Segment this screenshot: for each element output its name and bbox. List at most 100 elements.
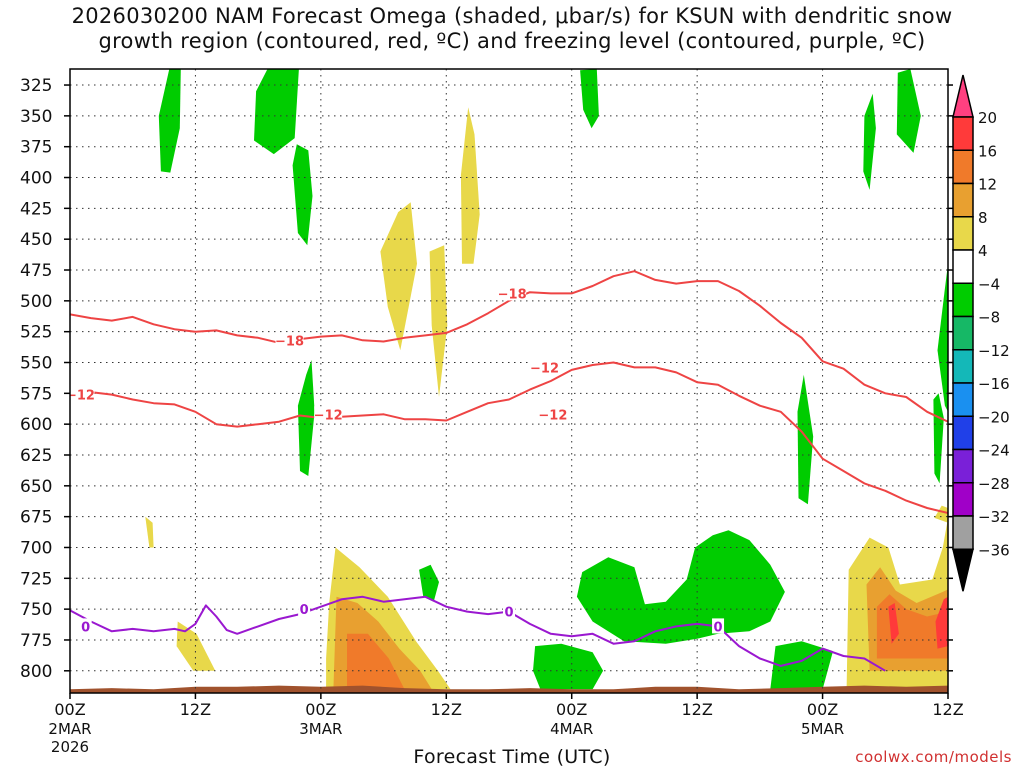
chart-title-line-1: 2026030200 NAM Forecast Omega (shaded, μ… <box>71 4 953 28</box>
contour-lines: −18 −18 −12 −12 −12 −12 0 0 0 0 <box>70 270 948 672</box>
colorbar-label-6: −8 <box>978 309 1000 327</box>
contour-1 <box>70 361 948 514</box>
contour-label-bg <box>275 332 304 348</box>
omega-region--4-3 <box>297 360 315 476</box>
contour-label-0-1: −18 <box>498 287 527 302</box>
y-tick-label-725: 725 <box>20 569 52 589</box>
credit-link[interactable]: coolwx.com/models <box>855 748 1012 766</box>
x-tick-label-36: 12Z <box>431 700 462 719</box>
omega-region--4-4 <box>580 69 599 129</box>
colorbar-swatch-cm20 <box>952 415 974 451</box>
contour-label-bg <box>530 359 559 375</box>
x-date-label-72: 5MAR <box>801 720 844 738</box>
x-date-label-0: 2MAR <box>48 720 91 738</box>
colorbar-label-1: 16 <box>978 142 997 160</box>
omega-region-4-14 <box>380 202 417 351</box>
colorbar-label-3: 8 <box>978 209 988 227</box>
contour-label-1-2: −12 <box>530 361 559 376</box>
colorbar-cap-top <box>952 74 974 118</box>
omega-region--4-9 <box>937 263 948 412</box>
chart-title: 2026030200 NAM Forecast Omega (shaded, μ… <box>0 4 1024 54</box>
x-tick-label-12: 12Z <box>180 700 211 719</box>
contour-2 <box>70 595 886 672</box>
omega-region--4-0 <box>158 69 181 173</box>
contour-label-1-3: −12 <box>538 408 567 423</box>
contour-0 <box>70 270 948 423</box>
colorbar-label-2: 12 <box>978 176 997 194</box>
y-tick-label-675: 675 <box>20 508 52 528</box>
colorbar-label-9: −20 <box>978 408 1010 426</box>
x-tick-label-60: 12Z <box>681 700 712 719</box>
x-year-label-0: 2026 <box>51 738 89 756</box>
colorbar-swatch-c0 <box>952 249 974 284</box>
omega-region-12-24 <box>347 633 405 690</box>
y-tick-label-800: 800 <box>20 662 52 682</box>
colorbar-swatch-cm16 <box>952 382 974 417</box>
contour-label-bg <box>314 406 343 422</box>
plot-frame <box>69 68 949 694</box>
colorbar-label-13: −36 <box>978 541 1010 559</box>
x-date-label-48: 4MAR <box>550 720 593 738</box>
omega-shading <box>145 69 948 690</box>
contour-label-bg <box>503 603 515 619</box>
x-tick-label-0: 00Z <box>54 700 85 719</box>
contour-label-bg <box>79 618 92 634</box>
omega-region--4-13 <box>770 641 833 690</box>
colorbar-swatch-cm4 <box>952 282 974 318</box>
omega-region-4-21 <box>934 505 948 523</box>
contour-label-bg <box>298 601 311 617</box>
contour-label-2-2: 0 <box>504 606 513 621</box>
x-tick-label-24: 00Z <box>305 700 336 719</box>
contour-label-bg <box>498 285 527 301</box>
y-tick-label-650: 650 <box>20 477 52 497</box>
omega-region--4-8 <box>933 393 944 484</box>
x-tick-label-72: 00Z <box>807 700 838 719</box>
y-tick-label-775: 775 <box>20 631 52 651</box>
colorbar-label-7: −12 <box>978 342 1010 360</box>
omega-region-4-16 <box>460 107 480 264</box>
x-tick-label-48: 00Z <box>556 700 587 719</box>
omega-region-16-27 <box>935 596 948 649</box>
colorbar-swatch-cm8 <box>952 315 974 351</box>
colorbar: 20 16 12 8 4 −4 −8 −12 −16 −20 −24 −28 −32 −36 <box>952 74 1010 592</box>
omega-region--4-10 <box>576 530 785 644</box>
y-tick-label-600: 600 <box>20 415 52 435</box>
y-tick-label-400: 400 <box>20 169 52 189</box>
omega-region-16-26 <box>888 603 899 644</box>
colorbar-swatch-cm12 <box>952 349 974 384</box>
omega-region-4-15 <box>429 245 448 397</box>
axes: 325 350 375 400 425 450 475 500 525 550 575 600 625 6… <box>20 68 964 756</box>
colorbar-swatch-c12 <box>952 149 974 185</box>
omega-region--4-7 <box>896 69 921 153</box>
y-tick-label-575: 575 <box>20 384 52 404</box>
y-tick-label-450: 450 <box>20 230 52 250</box>
omega-region-4-18 <box>176 621 216 671</box>
y-tick-label-550: 550 <box>20 354 52 374</box>
colorbar-swatch-c4 <box>952 216 974 251</box>
y-tick-label-525: 525 <box>20 323 52 343</box>
colorbar-cap-bottom <box>952 548 974 592</box>
x-tick-label-84: 12Z <box>932 700 963 719</box>
y-tick-label-700: 700 <box>20 538 52 558</box>
y-tick-label-625: 625 <box>20 446 52 466</box>
x-axis-title: Forecast Time (UTC) <box>413 746 611 768</box>
colorbar-swatch-cm28 <box>952 482 974 517</box>
contour-label-0-0: −18 <box>275 334 304 349</box>
omega-region-4-17 <box>145 516 154 548</box>
chart-title-line-2: growth region (contoured, red, ºC) and f… <box>98 29 926 53</box>
contour-label-bg <box>538 406 567 422</box>
colorbar-label-8: −16 <box>978 375 1010 393</box>
y-tick-label-750: 750 <box>20 600 52 620</box>
contour-label-2-3: 0 <box>714 620 723 635</box>
contour-label-1-1: −12 <box>314 408 343 423</box>
colorbar-swatch-c16 <box>952 116 974 151</box>
omega-region--4-12 <box>419 564 439 602</box>
y-tick-label-325: 325 <box>20 76 52 96</box>
colorbar-swatch-c8 <box>952 182 974 218</box>
contour-label-2-1: 0 <box>300 603 309 618</box>
omega-region--4-5 <box>797 374 814 505</box>
y-tick-label-375: 375 <box>20 138 52 158</box>
contour-label-bg <box>70 386 95 402</box>
terrain <box>70 685 948 693</box>
